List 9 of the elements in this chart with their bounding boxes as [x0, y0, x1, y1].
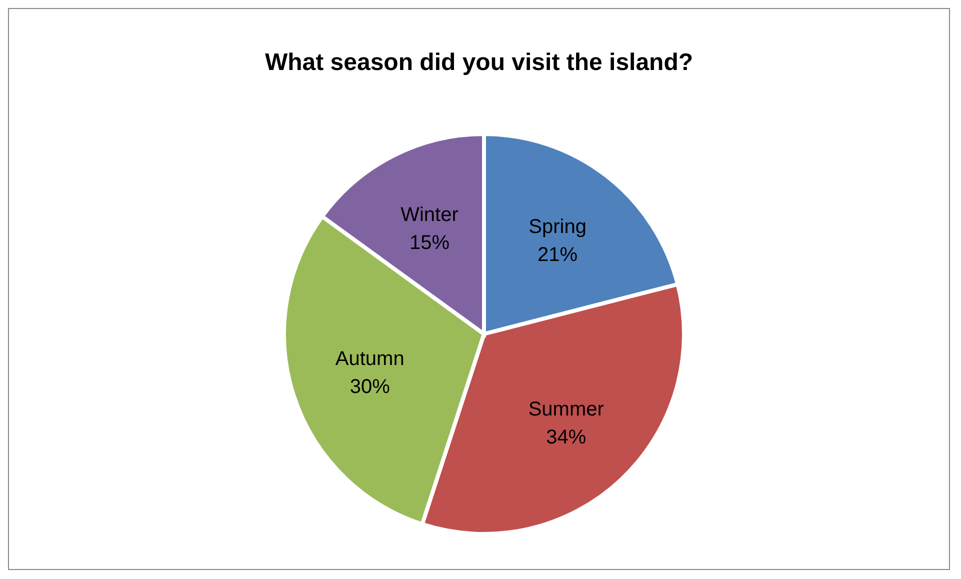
chart-title: What season did you visit the island? — [264, 49, 694, 78]
data-label: 30% — [350, 376, 390, 398]
slice-label: Spring — [528, 216, 586, 238]
slice-label: Winter — [400, 204, 459, 226]
slice-label: Summer — [528, 398, 604, 420]
slice-label: Autumn — [335, 348, 404, 370]
data-label: 21% — [538, 244, 578, 266]
data-label: 34% — [546, 426, 586, 448]
data-label: 15% — [410, 232, 450, 254]
